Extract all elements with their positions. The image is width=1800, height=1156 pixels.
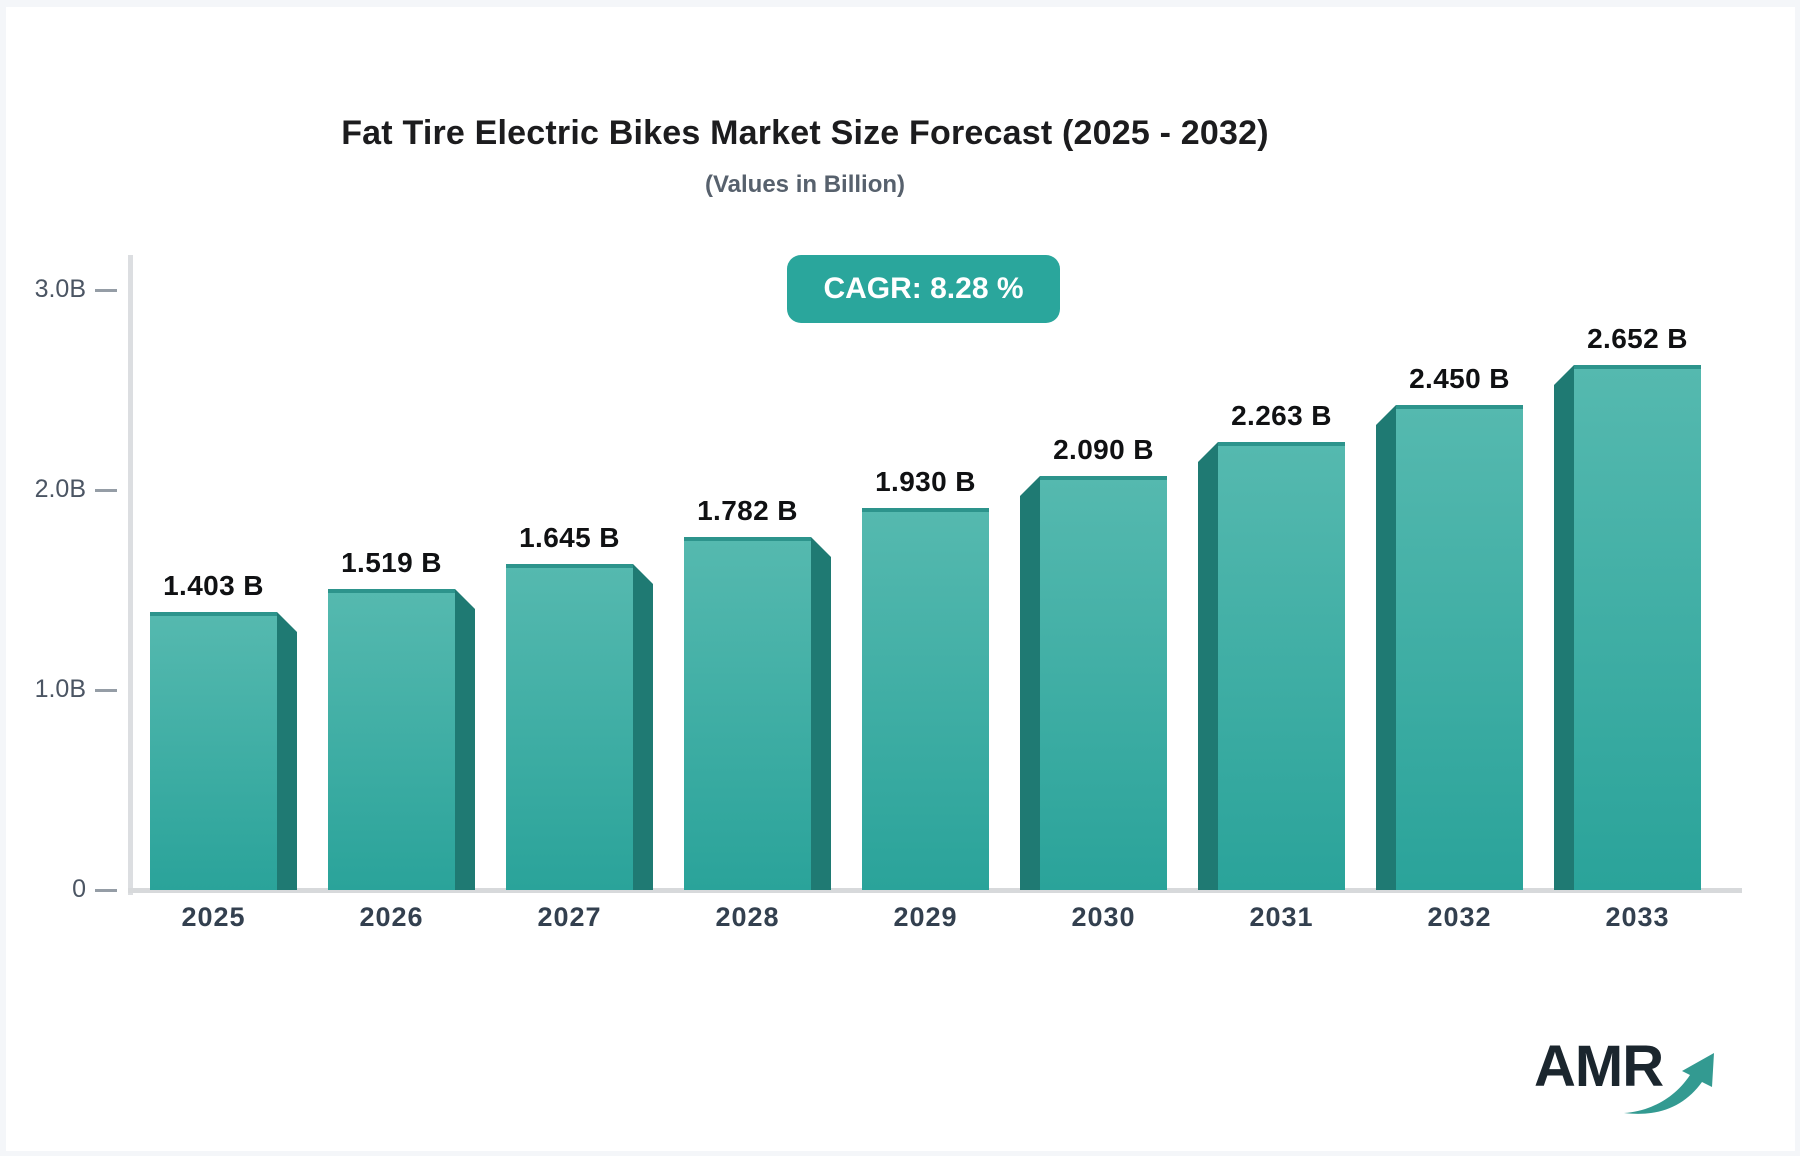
bar-2028 bbox=[684, 537, 811, 890]
bar-2032 bbox=[1396, 405, 1523, 890]
y-tick-label: 3.0B bbox=[34, 275, 86, 303]
bar-side-face bbox=[277, 612, 297, 890]
x-tick-label: 2026 bbox=[359, 902, 424, 932]
x-axis-line bbox=[128, 888, 1742, 893]
brand-logo: AMR bbox=[1534, 1033, 1734, 1123]
x-tick-label: 2025 bbox=[181, 902, 246, 932]
x-tick-label: 2033 bbox=[1605, 902, 1670, 932]
brand-logo-text: AMR bbox=[1534, 1034, 1664, 1099]
bar-value-label: 1.782 B bbox=[697, 495, 798, 526]
bar-2030 bbox=[1040, 476, 1167, 890]
bar-value-label: 2.652 B bbox=[1587, 323, 1688, 354]
x-tick-label: 2031 bbox=[1249, 902, 1314, 932]
bar-side-face bbox=[1020, 476, 1040, 890]
y-tick-label: 2.0B bbox=[34, 475, 86, 503]
bar-value-label: 1.519 B bbox=[341, 547, 442, 578]
bar-value-label: 1.930 B bbox=[875, 466, 976, 497]
bar-2027 bbox=[506, 564, 633, 890]
y-tick bbox=[95, 689, 117, 692]
bar-value-label: 1.403 B bbox=[163, 570, 264, 601]
bar-value-label: 2.450 B bbox=[1409, 363, 1510, 394]
x-tick-label: 2029 bbox=[893, 902, 958, 932]
bar-2026 bbox=[328, 589, 455, 890]
bar-side-face bbox=[633, 564, 653, 890]
y-tick-label: 1.0B bbox=[34, 675, 86, 703]
bar-2031 bbox=[1218, 442, 1345, 890]
bar-value-label: 2.263 B bbox=[1231, 400, 1332, 431]
y-axis-line bbox=[128, 255, 133, 895]
y-tick-label: 0 bbox=[72, 875, 86, 903]
bar-side-face bbox=[1376, 405, 1396, 890]
chart-subtitle: (Values in Billion) bbox=[704, 171, 906, 198]
growth-arrow-icon bbox=[1624, 1053, 1714, 1114]
chart-title: Fat Tire Electric Bikes Market Size Fore… bbox=[341, 114, 1269, 152]
bar-2029 bbox=[862, 508, 989, 890]
bar-2025 bbox=[150, 612, 277, 890]
y-tick bbox=[95, 889, 117, 892]
bar-side-face bbox=[1198, 442, 1218, 890]
frame-edge-left bbox=[0, 0, 6, 1156]
bar-2033 bbox=[1574, 365, 1701, 890]
frame-edge-right bbox=[1795, 0, 1800, 1156]
frame-edge-bottom bbox=[0, 1151, 1800, 1156]
bar-side-face bbox=[455, 589, 475, 890]
y-tick bbox=[95, 289, 117, 292]
bar-value-label: 1.645 B bbox=[519, 522, 620, 553]
cagr-badge: CAGR: 8.28 % bbox=[787, 255, 1060, 323]
frame-edge-top bbox=[0, 0, 1800, 7]
x-tick-label: 2027 bbox=[537, 902, 602, 932]
x-tick-label: 2030 bbox=[1071, 902, 1136, 932]
bar-side-face bbox=[1554, 365, 1574, 890]
bar-value-label: 2.090 B bbox=[1053, 434, 1154, 465]
x-tick-label: 2028 bbox=[715, 902, 780, 932]
bar-side-face bbox=[811, 537, 831, 890]
y-tick bbox=[95, 489, 117, 492]
x-tick-label: 2032 bbox=[1427, 902, 1492, 932]
